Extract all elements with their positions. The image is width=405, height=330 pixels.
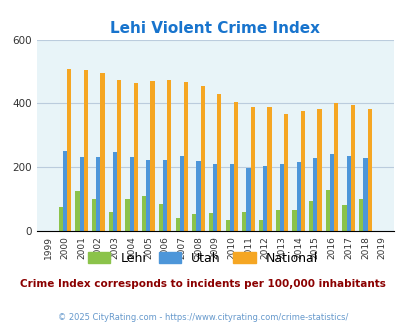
Bar xyxy=(58,207,63,231)
Bar xyxy=(192,214,196,231)
Bar xyxy=(367,109,371,231)
Bar xyxy=(209,214,213,231)
Bar xyxy=(313,158,317,231)
Bar xyxy=(162,160,167,231)
Bar xyxy=(279,164,283,231)
Bar xyxy=(350,105,354,231)
Text: © 2025 CityRating.com - https://www.cityrating.com/crime-statistics/: © 2025 CityRating.com - https://www.city… xyxy=(58,313,347,322)
Bar xyxy=(79,157,83,231)
Bar xyxy=(100,73,104,231)
Bar xyxy=(233,102,238,231)
Bar xyxy=(325,189,329,231)
Bar xyxy=(175,217,179,231)
Bar xyxy=(183,82,188,231)
Bar xyxy=(284,114,288,231)
Bar xyxy=(146,160,150,231)
Bar xyxy=(167,80,171,231)
Bar xyxy=(96,157,100,231)
Bar xyxy=(113,152,117,231)
Bar xyxy=(267,107,271,231)
Bar xyxy=(158,204,162,231)
Bar xyxy=(242,213,246,231)
Bar xyxy=(358,199,362,231)
Bar xyxy=(342,205,346,231)
Bar xyxy=(250,107,254,231)
Bar xyxy=(296,162,300,231)
Bar xyxy=(83,70,87,231)
Bar xyxy=(292,210,296,231)
Bar xyxy=(346,156,350,231)
Bar xyxy=(213,164,217,231)
Bar xyxy=(150,82,154,231)
Bar xyxy=(275,210,279,231)
Bar xyxy=(92,199,96,231)
Bar xyxy=(225,220,229,231)
Bar xyxy=(67,69,71,231)
Bar xyxy=(258,220,262,231)
Bar xyxy=(317,109,321,231)
Bar xyxy=(134,83,138,231)
Bar xyxy=(308,201,313,231)
Text: Crime Index corresponds to incidents per 100,000 inhabitants: Crime Index corresponds to incidents per… xyxy=(20,279,385,289)
Bar xyxy=(333,103,337,231)
Legend: Lehi, Utah, National: Lehi, Utah, National xyxy=(83,247,322,270)
Bar xyxy=(179,156,183,231)
Bar xyxy=(229,164,233,231)
Bar xyxy=(142,196,146,231)
Bar xyxy=(109,212,113,231)
Bar xyxy=(246,169,250,231)
Bar xyxy=(300,111,304,231)
Bar xyxy=(262,166,267,231)
Bar xyxy=(200,85,204,231)
Title: Lehi Violent Crime Index: Lehi Violent Crime Index xyxy=(110,21,320,36)
Bar xyxy=(362,158,367,231)
Bar xyxy=(117,81,121,231)
Bar xyxy=(129,157,134,231)
Bar xyxy=(196,161,200,231)
Bar xyxy=(217,94,221,231)
Bar xyxy=(63,150,67,231)
Bar xyxy=(329,154,333,231)
Bar xyxy=(75,191,79,231)
Bar xyxy=(125,199,129,231)
